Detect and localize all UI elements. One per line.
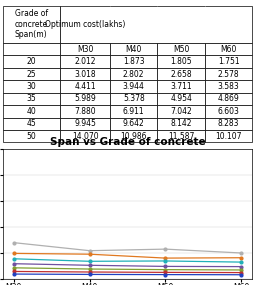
Line: 45: 45 <box>12 252 242 259</box>
Line: 35: 35 <box>12 262 242 268</box>
35 <box>239 265 242 268</box>
30 <box>239 268 242 272</box>
Line: 50: 50 <box>12 241 242 255</box>
Line: 40: 40 <box>12 257 242 264</box>
50 <box>88 249 91 253</box>
45 <box>239 256 242 259</box>
35 <box>163 265 166 268</box>
45 <box>88 253 91 256</box>
50 <box>163 247 166 251</box>
Line: 20: 20 <box>12 273 242 276</box>
50 <box>12 241 15 244</box>
40 <box>163 259 166 263</box>
45 <box>12 252 15 255</box>
30 <box>88 267 91 271</box>
20 <box>239 273 242 276</box>
25 <box>163 271 166 274</box>
25 <box>88 270 91 274</box>
Title: Span vs Grade of concrete: Span vs Grade of concrete <box>50 137 204 147</box>
50 <box>239 251 242 255</box>
45 <box>163 256 166 260</box>
30 <box>12 266 15 270</box>
25 <box>12 270 15 273</box>
20 <box>88 273 91 276</box>
25 <box>239 271 242 274</box>
35 <box>88 264 91 267</box>
Line: 30: 30 <box>12 266 242 271</box>
30 <box>163 268 166 271</box>
40 <box>88 260 91 263</box>
20 <box>12 272 15 276</box>
Line: 25: 25 <box>12 270 242 274</box>
40 <box>12 257 15 260</box>
20 <box>163 273 166 276</box>
40 <box>239 260 242 264</box>
35 <box>12 262 15 265</box>
